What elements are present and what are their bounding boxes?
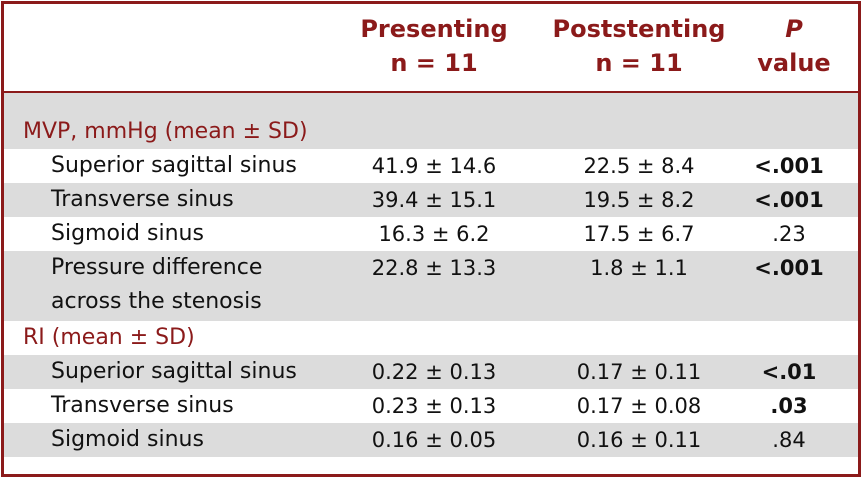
presenting-value: 16.3 ± 6.2 [378,222,490,246]
table-row: Pressure difference across the stenosis … [4,251,858,321]
table-row: Transverse sinus 39.4 ± 15.1 19.5 ± 8.2 … [4,183,858,217]
poststenting-value: 0.17 ± 0.11 [576,360,702,384]
header-presenting-title: Presenting [360,15,508,43]
p-value: .03 [770,394,808,418]
section-title-mvp: MVP, mmHg (mean ± SD) [23,119,308,144]
header-p-word: value [757,49,831,77]
header-p-value: P value [744,12,844,80]
p-value: <.001 [754,256,824,280]
p-value: <.001 [754,188,824,212]
band-row [4,183,858,217]
poststenting-value: 1.8 ± 1.1 [590,256,688,280]
row-label: Sigmoid sinus [51,427,204,452]
p-value: .23 [772,222,806,246]
p-value: .84 [772,428,806,452]
presenting-value: 0.22 ± 0.13 [371,360,497,384]
row-label: Sigmoid sinus [51,221,204,246]
header-poststenting-title: Poststenting [552,15,726,43]
row-label: Superior sagittal sinus [51,359,297,384]
header-presenting: Presenting n = 11 [344,12,524,80]
band-row [4,423,858,457]
presenting-value: 41.9 ± 14.6 [371,154,497,178]
section-title-ri: RI (mean ± SD) [23,325,195,350]
presenting-value: 22.8 ± 13.3 [371,256,497,280]
row-label-continued: across the stenosis [51,289,262,314]
band-row [4,355,858,389]
table-row: Superior sagittal sinus 0.22 ± 0.13 0.17… [4,355,858,389]
table-row: Transverse sinus 0.23 ± 0.13 0.17 ± 0.08… [4,389,858,423]
table-row: Sigmoid sinus 0.16 ± 0.05 0.16 ± 0.11 .8… [4,423,858,457]
table-row: Sigmoid sinus 16.3 ± 6.2 17.5 ± 6.7 .23 [4,217,858,251]
header-p-letter: P [785,15,803,43]
p-value: <.001 [754,154,824,178]
row-label: Superior sagittal sinus [51,153,297,178]
presenting-value: 39.4 ± 15.1 [371,188,497,212]
poststenting-value: 0.16 ± 0.11 [576,428,702,452]
presenting-value: 0.23 ± 0.13 [371,394,497,418]
presenting-value: 0.16 ± 0.05 [371,428,497,452]
row-label: Transverse sinus [51,393,234,418]
poststenting-value: 17.5 ± 6.7 [583,222,695,246]
table-row: Superior sagittal sinus 41.9 ± 14.6 22.5… [4,149,858,183]
header-poststenting: Poststenting n = 11 [539,12,739,80]
row-label: Pressure difference [51,255,263,280]
header-poststenting-n: n = 11 [595,49,683,77]
header-presenting-n: n = 11 [390,49,478,77]
band-mvp-title [4,93,858,149]
header-divider [4,91,858,93]
row-label: Transverse sinus [51,187,234,212]
poststenting-value: 19.5 ± 8.2 [583,188,695,212]
poststenting-value: 22.5 ± 8.4 [583,154,695,178]
band-row [4,251,858,321]
p-value: <.01 [761,360,817,384]
poststenting-value: 0.17 ± 0.08 [576,394,702,418]
